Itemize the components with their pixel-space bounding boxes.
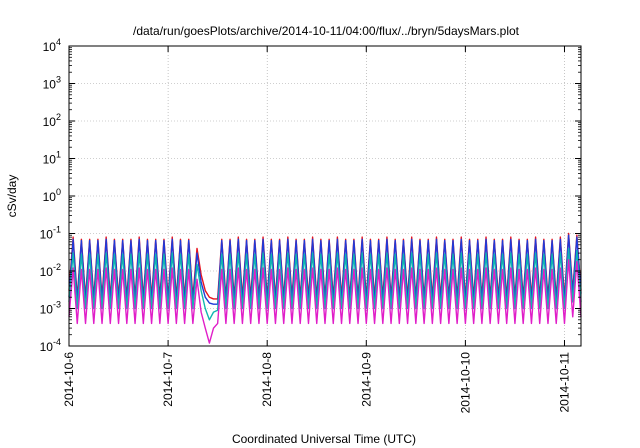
y-tick-label: 104 [43, 37, 61, 54]
x-tick-label: 2014-10-11 [557, 352, 571, 413]
y-tick-label: 102 [43, 112, 61, 129]
x-tick-label: 2014-10-8 [260, 352, 274, 407]
series-line-3 [68, 247, 582, 321]
x-tick-label: 2014-10-6 [62, 352, 76, 407]
x-tick-label: 2014-10-9 [359, 352, 373, 407]
y-tick-label: 10-2 [40, 262, 61, 279]
y-tick-label: 10-1 [40, 225, 61, 242]
y-tick-label: 10-4 [40, 337, 61, 354]
y-tick-labels: 10-4 10-3 10-2 10-1 100 101 102 103 104 [40, 37, 61, 354]
x-tick-label: 2014-10-10 [458, 352, 472, 414]
y-axis-label: cSv/day [5, 175, 19, 218]
series-line-4 [68, 259, 582, 344]
chart-title: /data/run/goesPlots/archive/2014-10-11/0… [133, 24, 520, 38]
x-axis-label: Coordinated Universal Time (UTC) [232, 432, 416, 446]
y-tick-label: 103 [43, 75, 61, 92]
y-tick-label: 100 [43, 187, 61, 204]
y-tick-label: 101 [43, 150, 61, 167]
x-tick-labels: 2014-10-6 2014-10-7 2014-10-8 2014-10-9 2014… [62, 352, 571, 414]
tick-marks [68, 45, 581, 347]
series-group [68, 232, 582, 344]
x-tick-label: 2014-10-7 [161, 352, 175, 407]
y-tick-label: 10-3 [40, 300, 61, 317]
